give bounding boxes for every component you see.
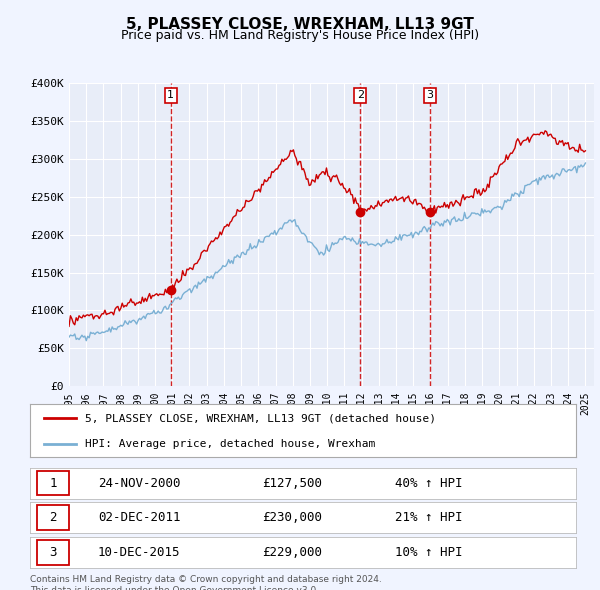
Text: 10-DEC-2015: 10-DEC-2015 [98,546,181,559]
Text: 02-DEC-2011: 02-DEC-2011 [98,511,181,524]
Text: 2: 2 [49,511,56,524]
Text: Contains HM Land Registry data © Crown copyright and database right 2024.
This d: Contains HM Land Registry data © Crown c… [30,575,382,590]
Text: £230,000: £230,000 [262,511,322,524]
Text: 21% ↑ HPI: 21% ↑ HPI [395,511,463,524]
Text: HPI: Average price, detached house, Wrexham: HPI: Average price, detached house, Wrex… [85,439,375,449]
Text: 5, PLASSEY CLOSE, WREXHAM, LL13 9GT (detached house): 5, PLASSEY CLOSE, WREXHAM, LL13 9GT (det… [85,414,436,424]
Text: 5, PLASSEY CLOSE, WREXHAM, LL13 9GT: 5, PLASSEY CLOSE, WREXHAM, LL13 9GT [126,17,474,31]
Text: 3: 3 [49,546,56,559]
Text: £127,500: £127,500 [262,477,322,490]
Text: 10% ↑ HPI: 10% ↑ HPI [395,546,463,559]
FancyBboxPatch shape [37,505,70,530]
Text: 40% ↑ HPI: 40% ↑ HPI [395,477,463,490]
Text: £229,000: £229,000 [262,546,322,559]
Text: 1: 1 [167,90,174,100]
FancyBboxPatch shape [37,540,70,565]
Text: 1: 1 [49,477,56,490]
Text: 3: 3 [426,90,433,100]
Text: Price paid vs. HM Land Registry's House Price Index (HPI): Price paid vs. HM Land Registry's House … [121,30,479,42]
Text: 24-NOV-2000: 24-NOV-2000 [98,477,181,490]
FancyBboxPatch shape [37,471,70,496]
Text: 2: 2 [356,90,364,100]
